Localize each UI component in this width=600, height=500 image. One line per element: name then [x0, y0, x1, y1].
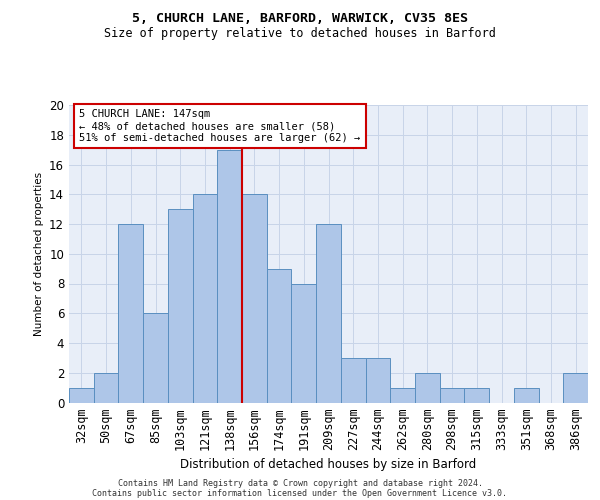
Text: Contains HM Land Registry data © Crown copyright and database right 2024.: Contains HM Land Registry data © Crown c…	[118, 478, 482, 488]
Bar	[415, 373, 440, 402]
Text: Size of property relative to detached houses in Barford: Size of property relative to detached ho…	[104, 28, 496, 40]
Bar	[193, 194, 217, 402]
Bar	[365, 358, 390, 403]
Bar	[217, 150, 242, 402]
Bar	[292, 284, 316, 403]
Text: Contains public sector information licensed under the Open Government Licence v3: Contains public sector information licen…	[92, 488, 508, 498]
Bar	[341, 358, 365, 403]
Y-axis label: Number of detached properties: Number of detached properties	[34, 172, 44, 336]
Bar	[242, 194, 267, 402]
Bar	[464, 388, 489, 402]
Bar	[69, 388, 94, 402]
Bar	[143, 313, 168, 402]
Text: 5, CHURCH LANE, BARFORD, WARWICK, CV35 8ES: 5, CHURCH LANE, BARFORD, WARWICK, CV35 8…	[132, 12, 468, 26]
Bar	[94, 373, 118, 402]
Text: 5 CHURCH LANE: 147sqm
← 48% of detached houses are smaller (58)
51% of semi-deta: 5 CHURCH LANE: 147sqm ← 48% of detached …	[79, 110, 361, 142]
Bar	[118, 224, 143, 402]
Bar	[316, 224, 341, 402]
X-axis label: Distribution of detached houses by size in Barford: Distribution of detached houses by size …	[181, 458, 476, 471]
Bar	[514, 388, 539, 402]
Bar	[440, 388, 464, 402]
Bar	[563, 373, 588, 402]
Bar	[267, 268, 292, 402]
Bar	[390, 388, 415, 402]
Bar	[168, 209, 193, 402]
